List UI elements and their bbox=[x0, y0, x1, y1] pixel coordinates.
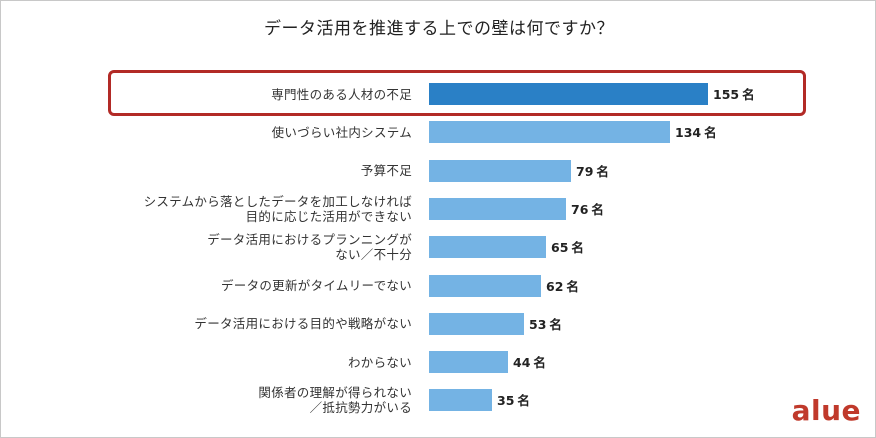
value-label: 79 名 bbox=[576, 164, 609, 179]
value-number: 53 bbox=[529, 317, 546, 332]
bar bbox=[429, 389, 492, 411]
value-unit: 名 bbox=[566, 279, 579, 294]
chart-frame: データ活用を推進する上での壁は何ですか？ 専門性のある人材の不足 155 名使いづら… bbox=[0, 0, 876, 438]
value-unit: 名 bbox=[596, 164, 609, 179]
value-number: 35 bbox=[497, 393, 514, 408]
category-label: システムから落としたデータを加工しなければ 目的に応じた活用ができない bbox=[82, 194, 412, 224]
value-number: 134 bbox=[675, 125, 701, 140]
chart-title: データ活用を推進する上での壁は何ですか？ bbox=[1, 14, 876, 39]
value-label: 62 名 bbox=[546, 279, 579, 294]
value-number: 62 bbox=[546, 279, 563, 294]
bar bbox=[429, 236, 546, 258]
category-label: わからない bbox=[82, 355, 412, 370]
value-number: 79 bbox=[576, 164, 593, 179]
value-number: 65 bbox=[551, 240, 568, 255]
bar bbox=[429, 351, 508, 373]
category-label: データの更新がタイムリーでない bbox=[82, 278, 412, 293]
value-unit: 名 bbox=[591, 202, 604, 217]
bar bbox=[429, 121, 670, 143]
value-unit: 名 bbox=[517, 393, 530, 408]
highlight-box bbox=[108, 70, 806, 116]
value-unit: 名 bbox=[571, 240, 584, 255]
category-label: 使いづらい社内システム bbox=[82, 125, 412, 140]
value-number: 76 bbox=[571, 202, 588, 217]
bar bbox=[429, 160, 571, 182]
brand-logo: alue bbox=[792, 394, 861, 427]
category-label: 予算不足 bbox=[82, 163, 412, 178]
value-unit: 名 bbox=[533, 355, 546, 370]
value-label: 76 名 bbox=[571, 202, 604, 217]
category-label: データ活用におけるプランニングが ない／不十分 bbox=[82, 232, 412, 262]
value-label: 53 名 bbox=[529, 317, 562, 332]
bar bbox=[429, 275, 541, 297]
value-unit: 名 bbox=[704, 125, 717, 140]
value-unit: 名 bbox=[549, 317, 562, 332]
value-label: 65 名 bbox=[551, 240, 584, 255]
category-label: データ活用における目的や戦略がない bbox=[82, 316, 412, 331]
value-label: 35 名 bbox=[497, 393, 530, 408]
value-label: 134 名 bbox=[675, 125, 717, 140]
bar bbox=[429, 313, 524, 335]
value-label: 44 名 bbox=[513, 355, 546, 370]
value-number: 44 bbox=[513, 355, 530, 370]
category-label: 関係者の理解が得られない ／抵抗勢力がいる bbox=[82, 385, 412, 415]
bar bbox=[429, 198, 566, 220]
